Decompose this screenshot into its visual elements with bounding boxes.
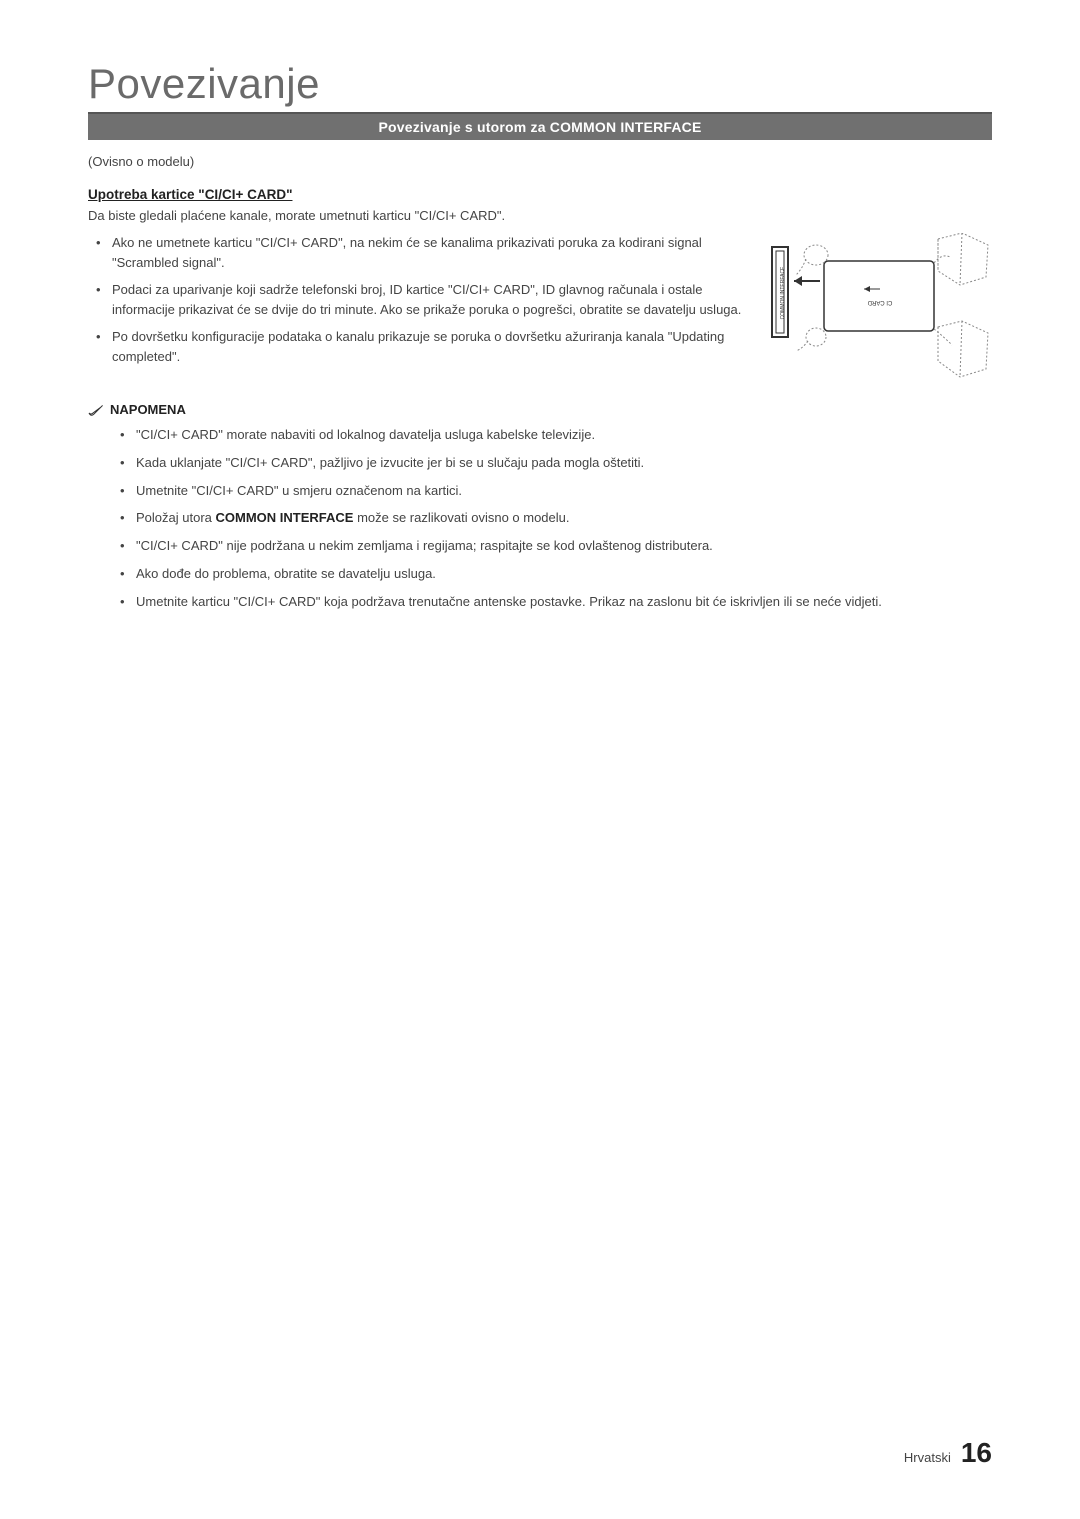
note-heading: NAPOMENA [88,402,992,417]
model-note: (Ovisno o modelu) [88,154,992,169]
svg-text:CI CARD: CI CARD [867,299,892,305]
list-item: Ako dođe do problema, obratite se davate… [136,564,992,585]
svg-text:COMMON INTERFACE: COMMON INTERFACE [780,266,786,319]
section-bar: Povezivanje s utorom za COMMON INTERFACE [88,114,992,140]
list-item: Položaj utora COMMON INTERFACE može se r… [136,508,992,529]
note-list: "CI/CI+ CARD" morate nabaviti od lokalno… [88,425,992,613]
list-item: Umetnite karticu "CI/CI+ CARD" koja podr… [136,592,992,613]
list-item: "CI/CI+ CARD" nije podržana u nekim zeml… [136,536,992,557]
note-icon [88,404,104,416]
note-heading-text: NAPOMENA [110,402,186,417]
page-number: 16 [961,1437,992,1469]
usage-desc: Da biste gledali plaćene kanale, morate … [88,208,992,223]
list-item: Po dovršetku konfiguracije podataka o ka… [112,327,742,366]
list-item: Kada uklanjate "CI/CI+ CARD", pažljivo j… [136,453,992,474]
list-item: "CI/CI+ CARD" morate nabaviti od lokalno… [136,425,992,446]
usage-list: Ako ne umetnete karticu "CI/CI+ CARD", n… [88,233,742,366]
list-item: Ako ne umetnete karticu "CI/CI+ CARD", n… [112,233,742,272]
ci-card-diagram: COMMON INTERFACE CI CARD [762,233,992,388]
page-title: Povezivanje [88,60,992,108]
footer-lang: Hrvatski [904,1450,951,1465]
bold-term: COMMON INTERFACE [216,510,354,525]
usage-heading: Upotreba kartice "CI/CI+ CARD" [88,187,992,202]
page-footer: Hrvatski 16 [904,1437,992,1469]
list-item: Podaci za uparivanje koji sadrže telefon… [112,280,742,319]
list-item: Umetnite "CI/CI+ CARD" u smjeru označeno… [136,481,992,502]
